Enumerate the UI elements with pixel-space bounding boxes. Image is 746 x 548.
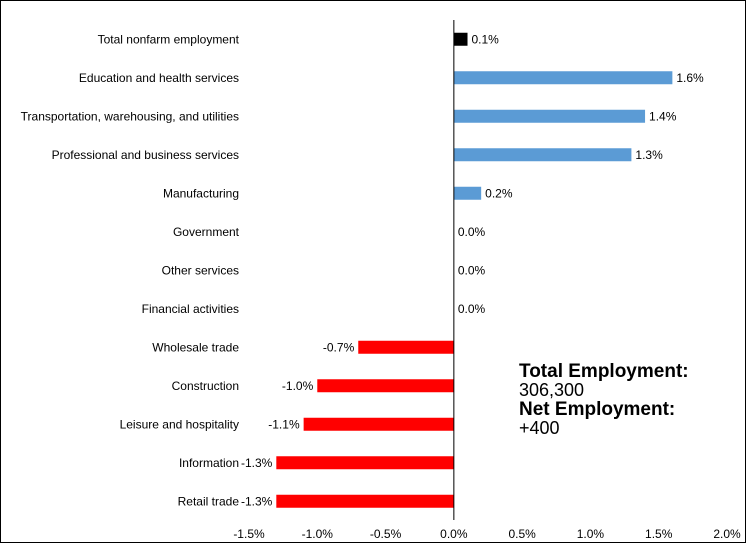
bar-3: [453, 148, 632, 162]
value-label: 1.6%: [676, 71, 704, 85]
net-employment-value: +400: [519, 418, 560, 438]
value-label: -0.7%: [323, 340, 355, 354]
x-tick-label: 1.0%: [577, 527, 605, 541]
category-label: Professional and business services: [52, 148, 239, 162]
value-label: -1.1%: [268, 417, 300, 431]
total-employment-value: 306,300: [519, 380, 585, 400]
value-label: 0.1%: [472, 32, 500, 46]
bar-1: [453, 71, 673, 85]
bar-12: [276, 494, 454, 508]
bar-11: [276, 456, 454, 470]
category-label: Transportation, warehousing, and utiliti…: [21, 109, 239, 123]
value-label: 1.3%: [635, 148, 663, 162]
bar-10: [303, 417, 454, 431]
total-employment-label: Total Employment:: [519, 361, 689, 382]
bar-0: [453, 32, 468, 46]
value-label: -1.0%: [282, 379, 314, 393]
value-label: 0.0%: [458, 302, 486, 316]
bar-2: [453, 109, 646, 123]
value-label: -1.3%: [241, 494, 273, 508]
value-label: 0.0%: [458, 263, 486, 277]
category-label: Manufacturing: [163, 186, 239, 200]
bar-8: [358, 340, 454, 354]
category-label: Government: [173, 225, 240, 239]
x-tick-label: 0.5%: [508, 527, 536, 541]
bar-9: [317, 379, 454, 393]
category-label: Financial activities: [142, 302, 239, 316]
x-tick-label: 0.0%: [440, 527, 468, 541]
x-tick-label: 1.5%: [645, 527, 673, 541]
category-label: Leisure and hospitality: [120, 417, 239, 431]
category-labels-group: Total nonfarm employment Education and he…: [21, 32, 240, 508]
bars-group: [276, 32, 673, 508]
category-label: Construction: [172, 379, 239, 393]
employment-summary: Total Employment: 306,300 Net Employment…: [519, 362, 689, 438]
value-label: 0.0%: [458, 225, 486, 239]
value-labels-group: 0.1% 1.6% 1.4% 1.3% 0.2% 0.0% 0.0% 0.0% -0.7% -1.…: [241, 32, 704, 508]
category-label: Other services: [162, 263, 239, 277]
bar-4: [453, 186, 482, 200]
net-employment-label: Net Employment:: [519, 399, 676, 420]
value-label: 1.4%: [649, 109, 677, 123]
category-label: Information: [179, 456, 239, 470]
category-label: Education and health services: [79, 71, 239, 85]
value-label: 0.2%: [485, 186, 513, 200]
x-tick-label: 2.0%: [713, 527, 741, 541]
category-label: Retail trade: [178, 494, 240, 508]
x-tick-label: -1.5%: [233, 527, 265, 541]
x-tick-label: -0.5%: [370, 527, 402, 541]
category-label: Wholesale trade: [152, 340, 239, 354]
category-label: Total nonfarm employment: [98, 32, 240, 46]
x-tick-labels-group: -1.5% -1.0% -0.5% 0.0% 0.5% 1.0% 1.5% 2.0%: [233, 527, 741, 541]
value-label: -1.3%: [241, 456, 273, 470]
x-tick-label: -1.0%: [302, 527, 334, 541]
